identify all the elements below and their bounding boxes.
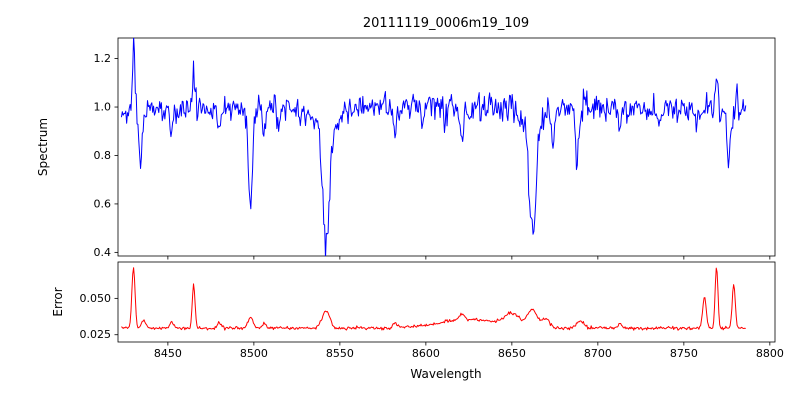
- y-tick-label: 1.0: [94, 101, 112, 114]
- x-tick-label: 8450: [154, 347, 182, 360]
- spectrum-line: [120, 38, 747, 256]
- x-tick-label: 8700: [584, 347, 612, 360]
- y-tick-label: 1.2: [94, 52, 112, 65]
- x-tick-label: 8500: [240, 347, 268, 360]
- y-tick-label: 0.4: [94, 246, 112, 259]
- y-tick-label: 0.025: [80, 328, 112, 341]
- chart-title: 20111119_0006m19_109: [363, 16, 529, 31]
- y-tick-label: 0.050: [80, 292, 112, 305]
- error-line: [121, 267, 746, 331]
- x-tick-label: 8650: [498, 347, 526, 360]
- y-tick-label: 0.6: [94, 197, 112, 210]
- x-tick-label: 8800: [756, 347, 784, 360]
- error-ylabel: Error: [51, 287, 65, 316]
- spectrum-ylabel: Spectrum: [36, 118, 50, 176]
- wavelength-xlabel: Wavelength: [410, 367, 481, 381]
- x-tick-label: 8550: [326, 347, 354, 360]
- x-tick-label: 8750: [670, 347, 698, 360]
- spectrum-axes-box: [117, 37, 776, 257]
- y-tick-label: 0.8: [94, 149, 112, 162]
- data-layer: [120, 38, 747, 331]
- axes-layer: 0.4 0.6 0.8 1.0 1.2 8450 8500 8550 8600 8650 8700 8…: [80, 37, 784, 360]
- error-axes-box: [117, 261, 776, 343]
- x-tick-label: 8600: [412, 347, 440, 360]
